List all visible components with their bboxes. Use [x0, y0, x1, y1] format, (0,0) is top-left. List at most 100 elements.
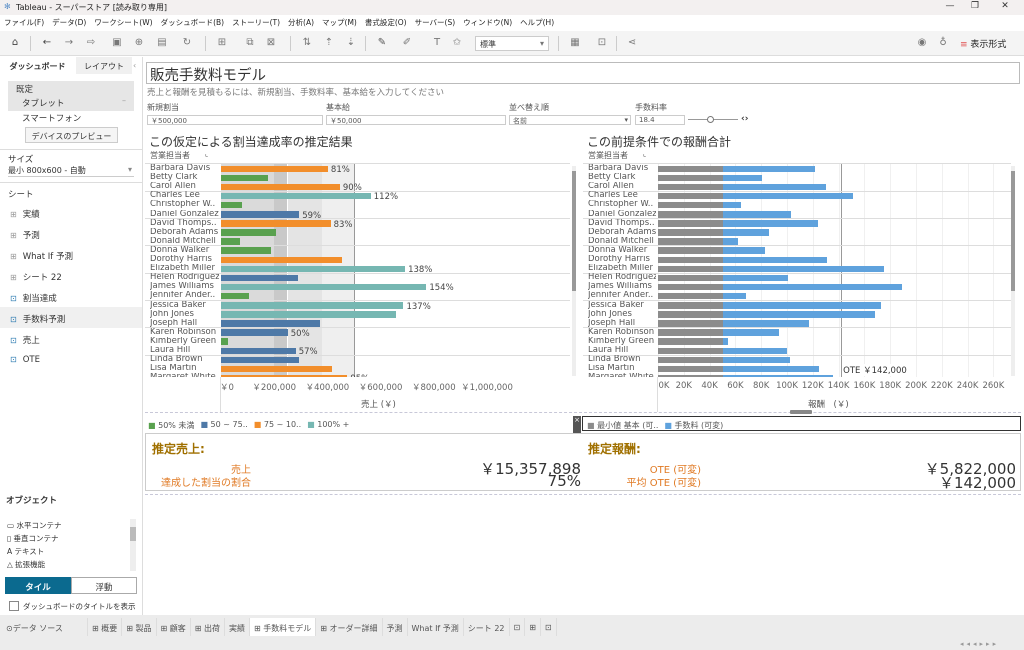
- tab-actuals[interactable]: 実績: [225, 618, 250, 636]
- bar[interactable]: [221, 165, 328, 172]
- bar-base[interactable]: [658, 311, 723, 318]
- menu-window[interactable]: ウィンドウ(N): [463, 18, 513, 27]
- bar-base[interactable]: [658, 247, 723, 254]
- close-legend-icon[interactable]: ×: [573, 416, 581, 434]
- resize-handle[interactable]: [790, 410, 812, 414]
- new-worksheet-icon[interactable]: ⊞: [217, 37, 227, 48]
- tab-order-details[interactable]: ⊞ オーダー詳細: [316, 618, 383, 636]
- menu-format[interactable]: 書式設定(O): [364, 18, 407, 27]
- tab-overview[interactable]: ⊞ 概要: [88, 618, 123, 636]
- labels-icon[interactable]: T: [433, 37, 441, 48]
- replay-icon[interactable]: ⇨: [86, 37, 96, 48]
- menu-server[interactable]: サーバー(S): [414, 18, 456, 27]
- legend-item[interactable]: ■ 100% +: [307, 420, 349, 431]
- new-worksheet-icon[interactable]: ⊡: [510, 618, 526, 636]
- object-vertical[interactable]: ▯ 垂直コンテナ: [7, 533, 59, 544]
- float-button[interactable]: 浮動: [71, 577, 137, 594]
- bar-commission[interactable]: [722, 265, 884, 273]
- rate-input[interactable]: 18.4: [635, 115, 685, 125]
- highlight-icon[interactable]: ✎: [377, 37, 387, 48]
- tile-button[interactable]: タイル: [5, 577, 71, 594]
- bar-base[interactable]: [658, 365, 723, 373]
- tab-shipping[interactable]: ⊞ 出荷: [191, 618, 225, 636]
- share-icon[interactable]: ⋖: [627, 37, 637, 48]
- device-phone[interactable]: スマートフォン: [22, 114, 82, 124]
- tab-forecast[interactable]: 予測: [383, 618, 408, 636]
- new-dashboard-icon[interactable]: ⊞: [525, 618, 541, 636]
- sheet-item-selected[interactable]: ⊡ 手数料予測: [0, 307, 142, 328]
- undo-icon[interactable]: ←: [42, 37, 52, 48]
- bar-commission[interactable]: [722, 274, 789, 282]
- sort-desc-icon[interactable]: ⇣: [346, 37, 356, 48]
- bar[interactable]: [221, 356, 300, 364]
- legend-item[interactable]: ■ 最小値 基本 (可..: [587, 420, 658, 430]
- bar[interactable]: [221, 183, 340, 191]
- sheet-item[interactable]: ⊞ 実績: [0, 202, 142, 223]
- sheet-item[interactable]: ⊞ 予測: [0, 223, 142, 244]
- bar[interactable]: [221, 374, 348, 377]
- bar-base[interactable]: [658, 274, 723, 282]
- bar-commission[interactable]: [722, 165, 816, 172]
- bar-base[interactable]: [658, 356, 723, 364]
- bar-commission[interactable]: [722, 211, 791, 218]
- tab-whatif[interactable]: What If 予測: [408, 618, 464, 636]
- save-icon[interactable]: ▣: [112, 37, 122, 48]
- menu-data[interactable]: データ(D): [52, 18, 87, 27]
- bar-base[interactable]: [658, 292, 723, 300]
- bar-base[interactable]: [658, 329, 723, 336]
- bar-base[interactable]: [658, 283, 723, 291]
- menu-analysis[interactable]: 分析(A): [288, 18, 315, 27]
- rate-stepper[interactable]: ‹›: [741, 114, 749, 124]
- bar[interactable]: [221, 302, 404, 309]
- bar-commission[interactable]: [722, 347, 787, 354]
- menu-help[interactable]: ヘルプ(H): [520, 18, 555, 27]
- new-story-icon[interactable]: ⊡: [541, 618, 557, 636]
- menu-map[interactable]: マップ(M): [322, 18, 357, 27]
- bar[interactable]: [221, 174, 268, 182]
- bar[interactable]: [221, 211, 300, 218]
- sheet-item[interactable]: ⊞ What If 予測: [0, 244, 142, 265]
- rate-slider-handle[interactable]: [707, 116, 714, 123]
- bar-base[interactable]: [658, 220, 723, 227]
- sort-asc-icon[interactable]: ⇡: [324, 37, 334, 48]
- bar[interactable]: [221, 247, 271, 254]
- bar-commission[interactable]: [722, 174, 763, 182]
- scrollbar-thumb[interactable]: [130, 527, 136, 541]
- fit-select[interactable]: 標準 ▾: [475, 36, 549, 51]
- bar-commission[interactable]: [722, 329, 780, 336]
- bar-base[interactable]: [658, 256, 723, 263]
- bar-base[interactable]: [658, 174, 723, 182]
- bar-base[interactable]: [658, 183, 723, 191]
- show-me-button[interactable]: ≡ 表示形式: [960, 37, 1006, 50]
- scrollbar-thumb[interactable]: [1011, 171, 1015, 291]
- bar-commission[interactable]: [722, 374, 834, 377]
- refresh-icon[interactable]: ↻: [182, 37, 192, 48]
- bar[interactable]: [221, 220, 331, 227]
- bar[interactable]: [221, 338, 228, 345]
- new-sheet-icon[interactable]: ▤: [157, 37, 167, 48]
- sort-icon[interactable]: ⌞: [205, 150, 209, 158]
- legend-item[interactable]: ■ 75 ~ 10..: [254, 420, 301, 431]
- bar-commission[interactable]: [722, 320, 809, 327]
- bar[interactable]: [221, 365, 332, 373]
- minimize-button[interactable]: —: [945, 1, 955, 11]
- bar-base[interactable]: [658, 347, 723, 354]
- bar-commission[interactable]: [722, 220, 818, 227]
- bar-commission[interactable]: [722, 238, 738, 245]
- bar[interactable]: [221, 311, 397, 318]
- bar[interactable]: [221, 292, 249, 300]
- group-icon[interactable]: ✐: [402, 37, 412, 48]
- bar[interactable]: [221, 229, 276, 236]
- object-horizontal[interactable]: ▭ 水平コンテナ: [7, 520, 61, 531]
- bar-base[interactable]: [658, 201, 723, 209]
- remove-icon[interactable]: –: [122, 96, 126, 105]
- size-select[interactable]: 最小 800x600 - 自動 ▾: [8, 165, 134, 177]
- menu-file[interactable]: ファイル(F): [4, 18, 45, 27]
- bar[interactable]: [221, 238, 241, 245]
- legend-item[interactable]: ■ 50 ~ 75..: [200, 420, 247, 431]
- bar[interactable]: [221, 329, 288, 336]
- bar-commission[interactable]: [722, 292, 746, 300]
- tab-navigation[interactable]: ◂◂◂▸▸▸: [960, 640, 1000, 648]
- show-cards-icon[interactable]: ▦: [570, 37, 580, 48]
- bar-commission[interactable]: [722, 302, 882, 309]
